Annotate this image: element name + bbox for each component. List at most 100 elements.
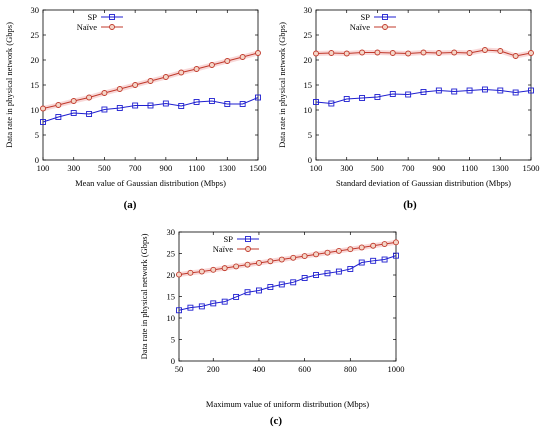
chart-panel-c: 0 5 10 15 20 25 30 50 200 400 600 800 1000 Maximum va…	[139, 227, 405, 427]
x-tick-label: 1500	[523, 163, 540, 173]
y-tick-label: 20	[304, 55, 313, 65]
x-tick-label: 300	[67, 163, 80, 173]
data-point-naive	[244, 261, 251, 268]
data-point-sp	[244, 289, 251, 296]
data-point-sp	[393, 252, 399, 259]
data-point-sp	[278, 281, 285, 288]
data-point-naive	[347, 246, 354, 253]
x-axis-label: Maximum value of uniform distribution (M…	[206, 399, 369, 409]
data-point-naive	[239, 54, 246, 60]
data-point-sp	[420, 89, 427, 95]
legend-marker	[109, 14, 115, 20]
data-point-sp	[347, 266, 354, 272]
data-point-naive	[221, 265, 228, 272]
data-point-naive	[393, 239, 399, 246]
data-point-sp	[255, 287, 262, 294]
data-point-sp	[301, 275, 308, 281]
x-tick-label: 500	[371, 163, 384, 173]
data-point-naive	[255, 260, 262, 266]
data-point-sp	[132, 102, 139, 109]
legend-label: SP	[224, 234, 234, 244]
data-point-sp	[358, 259, 365, 266]
x-tick-label: 300	[340, 163, 353, 173]
chart-panel-a: 0 5 10 15 20 25 30 100 300 500 700 900 1100 1300 1500 M…	[4, 5, 267, 211]
data-point-sp	[55, 114, 62, 120]
data-point-naive	[370, 242, 377, 249]
y-tick-label: 30	[31, 5, 40, 15]
panel-label: (b)	[403, 199, 417, 211]
data-point-sp	[176, 307, 182, 314]
data-point-naive	[405, 50, 412, 57]
data-point-sp	[335, 268, 342, 275]
data-point-sp	[389, 91, 396, 97]
y-tick-label: 5	[35, 130, 39, 140]
data-point-sp	[370, 257, 377, 264]
data-point-sp	[233, 293, 240, 300]
data-point-naive	[324, 249, 331, 256]
data-point-naive	[301, 253, 308, 260]
data-point-sp	[451, 88, 458, 95]
legend-label: SP	[361, 12, 371, 22]
data-point-naive	[374, 49, 381, 56]
data-point-sp	[255, 94, 261, 101]
x-tick-label: 100	[37, 163, 50, 173]
data-point-naive	[132, 82, 139, 88]
x-tick-label: 700	[402, 163, 415, 173]
series-line-sp	[42, 97, 259, 123]
data-point-naive	[176, 271, 182, 278]
data-point-sp	[70, 110, 77, 116]
data-point-naive	[86, 94, 93, 101]
data-point-sp	[178, 103, 185, 109]
panel-label: (c)	[270, 415, 283, 427]
data-point-sp	[239, 101, 246, 107]
data-point-sp	[374, 94, 381, 100]
x-tick-label: 1500	[250, 163, 267, 173]
x-tick-label: 1300	[219, 163, 236, 173]
x-axis-label: Mean value of Gaussian distribution (Mbp…	[75, 178, 226, 188]
data-point-naive	[435, 50, 442, 56]
data-point-sp	[267, 284, 274, 290]
data-point-naive	[224, 58, 231, 64]
data-point-sp	[435, 87, 442, 94]
data-point-naive	[255, 50, 261, 56]
data-point-sp	[381, 256, 388, 263]
data-point-sp	[290, 279, 297, 286]
data-point-naive	[528, 50, 534, 56]
y-tick-label: 25	[304, 30, 313, 40]
y-tick-label: 30	[167, 227, 176, 237]
x-tick-label: 100	[310, 163, 323, 173]
x-tick-label: 700	[129, 163, 142, 173]
y-tick-label: 10	[167, 313, 176, 323]
data-point-naive	[267, 258, 274, 265]
data-point-naive	[101, 90, 108, 96]
data-point-naive	[335, 247, 342, 254]
legend-marker	[245, 236, 251, 242]
panel-label: (a)	[124, 199, 137, 211]
data-point-naive	[187, 269, 194, 276]
plot-frame	[178, 231, 397, 362]
y-tick-label: 25	[31, 30, 40, 40]
y-tick-label: 20	[167, 270, 176, 280]
data-point-sp	[466, 87, 473, 94]
y-tick-label: 15	[31, 80, 40, 90]
data-point-sp	[359, 95, 366, 101]
x-tick-label: 1000	[388, 364, 405, 374]
data-point-naive	[359, 49, 366, 56]
y-tick-label: 0	[308, 155, 312, 165]
data-point-naive	[147, 78, 154, 84]
y-tick-label: 25	[167, 249, 176, 259]
data-point-naive	[313, 251, 320, 258]
data-point-naive	[40, 105, 46, 112]
data-point-sp	[313, 272, 320, 278]
x-tick-label: 500	[98, 163, 111, 173]
data-point-naive	[178, 69, 185, 76]
data-point-naive	[210, 266, 217, 273]
legend-label: Naïve	[213, 244, 234, 254]
data-point-sp	[147, 102, 154, 109]
data-point-sp	[210, 300, 217, 307]
y-tick-label: 30	[304, 5, 313, 15]
data-point-sp	[86, 111, 93, 117]
y-tick-label: 5	[171, 335, 175, 345]
data-point-naive	[343, 50, 350, 57]
